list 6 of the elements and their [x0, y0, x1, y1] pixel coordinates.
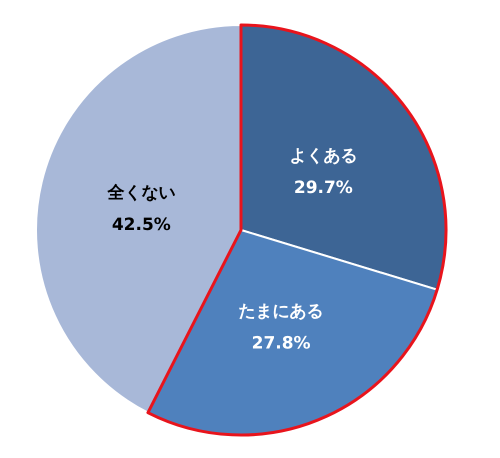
data-label: 27.8%: [252, 333, 311, 354]
slice-label: たまにある: [238, 301, 324, 322]
data-label: 29.7%: [294, 178, 353, 198]
data-label: 42.5%: [112, 215, 171, 236]
slice-label: 全くない: [106, 183, 176, 204]
slice-label: よくある: [289, 146, 358, 166]
